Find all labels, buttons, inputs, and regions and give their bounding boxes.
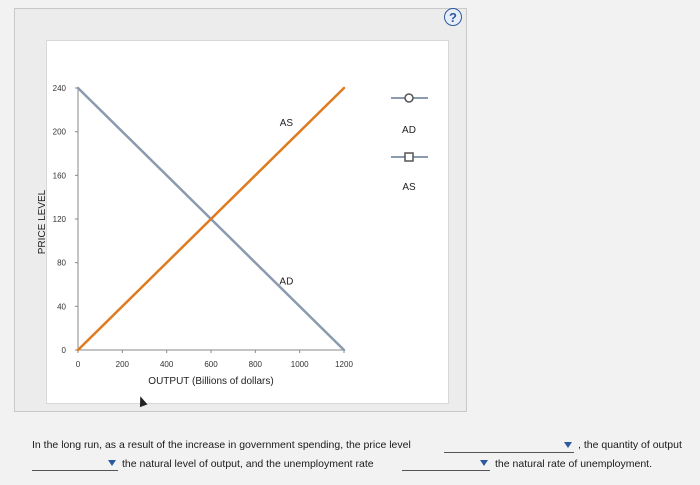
x-ticks: 0 200 400 600 800 1000 1200: [76, 350, 353, 369]
x-tick-label: 800: [249, 360, 263, 369]
graph-area: [46, 40, 449, 404]
chevron-down-icon: [480, 460, 488, 466]
question-part2: , the quantity of output: [578, 439, 682, 451]
unemployment-dropdown[interactable]: [402, 458, 490, 471]
legend-ad-label: AD: [402, 125, 416, 136]
as-curve[interactable]: [76, 86, 346, 352]
x-tick-label: 400: [160, 360, 174, 369]
x-tick-label: 1000: [291, 360, 309, 369]
chevron-down-icon: [108, 460, 116, 466]
y-ticks: 0 40 80 120 160 200 240: [53, 84, 78, 355]
x-tick-label: 1200: [335, 360, 353, 369]
x-tick-label: 600: [204, 360, 218, 369]
chevron-down-icon: [564, 442, 572, 448]
y-tick-label: 240: [53, 84, 67, 93]
y-tick-label: 0: [62, 346, 67, 355]
y-tick-label: 200: [53, 128, 67, 137]
help-icon[interactable]: ?: [444, 8, 462, 26]
y-tick-label: 80: [57, 259, 66, 268]
y-axis-title: PRICE LEVEL: [37, 189, 48, 254]
x-tick-label: 0: [76, 360, 81, 369]
as-curve-label: AS: [280, 118, 294, 129]
question-part1: In the long run, as a result of the incr…: [32, 439, 411, 451]
price-level-dropdown[interactable]: [444, 440, 574, 453]
output-dropdown[interactable]: [32, 458, 118, 471]
x-axis-title: OUTPUT (Billions of dollars): [148, 376, 273, 387]
graph-panel: [14, 8, 467, 412]
question-text: In the long run, as a result of the incr…: [0, 437, 700, 485]
legend-ad-tool[interactable]: AD: [391, 93, 428, 136]
question-part4: the natural rate of unemployment.: [495, 458, 653, 470]
y-tick-label: 120: [53, 215, 67, 224]
ad-curve-label: AD: [279, 277, 293, 288]
y-tick-label: 40: [57, 302, 66, 311]
question-part3: the natural level of output, and the une…: [122, 458, 374, 470]
legend-as-label: AS: [402, 182, 416, 193]
y-tick-label: 160: [53, 171, 67, 180]
circle-marker-icon: [404, 93, 414, 103]
x-tick-label: 200: [116, 360, 130, 369]
square-marker-icon: [404, 152, 414, 162]
legend-as-tool[interactable]: AS: [391, 152, 428, 193]
